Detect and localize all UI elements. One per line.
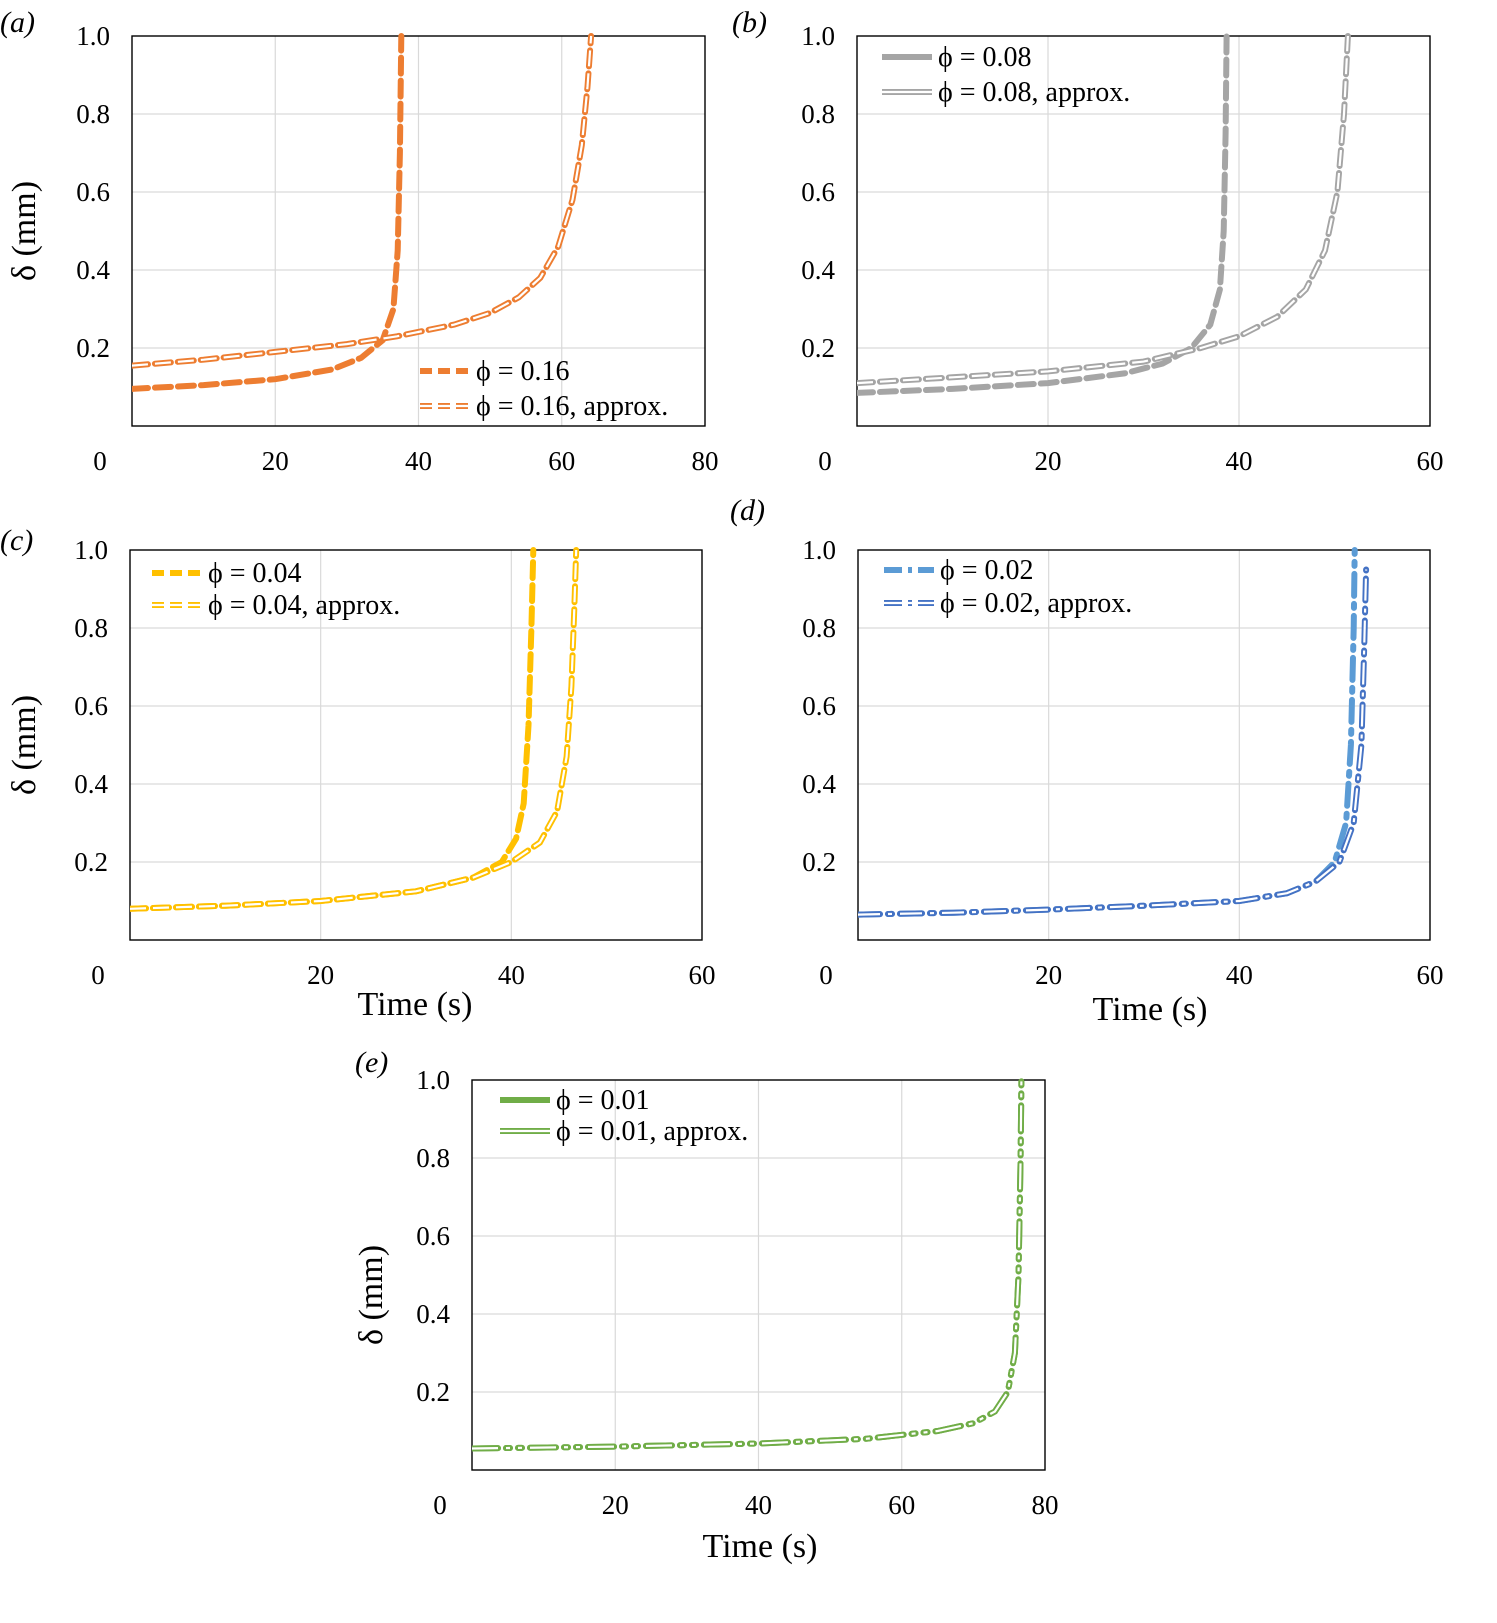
x-tick-label: 40 bbox=[405, 446, 432, 476]
y-tick-label: 0.8 bbox=[802, 613, 836, 643]
series-line-inner bbox=[857, 35, 1349, 385]
x-tick-label: 80 bbox=[1032, 1490, 1059, 1520]
y-tick-label: 0.2 bbox=[802, 847, 836, 877]
y-axis-label: δ (mm) bbox=[6, 695, 43, 795]
x-tick-label: 40 bbox=[1226, 446, 1253, 476]
x-tick-label: 0 bbox=[91, 960, 105, 990]
y-tick-label: 1.0 bbox=[74, 535, 108, 565]
y-tick-label: 0.6 bbox=[416, 1221, 450, 1251]
y-tick-label: 0.4 bbox=[416, 1299, 450, 1329]
panel-b: 0 20 40 60 0.2 0.4 0.6 0.8 1.0 ϕ = 0.08 ϕ = 0.08, … bbox=[732, 6, 1444, 476]
x-tick-label: 60 bbox=[548, 446, 575, 476]
x-tick-label: 60 bbox=[689, 960, 716, 990]
y-axis-label: δ (mm) bbox=[6, 181, 43, 281]
y-tick-label: 0.6 bbox=[76, 177, 110, 207]
series-line bbox=[132, 33, 405, 392]
y-tick-label: 0.2 bbox=[74, 847, 108, 877]
x-tick-label: 60 bbox=[1417, 960, 1444, 990]
legend-label: ϕ = 0.01, approx. bbox=[556, 1116, 748, 1147]
legend-label: ϕ = 0.16 bbox=[476, 356, 570, 387]
y-tick-label: 1.0 bbox=[416, 1065, 450, 1095]
series-line-inner bbox=[132, 35, 593, 367]
y-tick-label: 0.8 bbox=[74, 613, 108, 643]
panel-d: 0 20 40 60 0.2 0.4 0.6 0.8 1.0 ϕ = 0.02ϕ = 0.02, … bbox=[730, 494, 1444, 1028]
legend-label: ϕ = 0.02, approx. bbox=[940, 588, 1132, 619]
y-tick-label: 0.4 bbox=[802, 769, 836, 799]
y-tick-label: 0.2 bbox=[76, 333, 110, 363]
panel-label: (d) bbox=[730, 494, 765, 527]
x-axis-label: Time (s) bbox=[358, 986, 473, 1023]
x-tick-label: 40 bbox=[1226, 960, 1253, 990]
y-tick-label: 0.4 bbox=[76, 255, 110, 285]
y-tick-label: 0.8 bbox=[416, 1143, 450, 1173]
x-tick-label: 20 bbox=[1035, 960, 1062, 990]
legend-label: ϕ = 0.08 bbox=[938, 42, 1032, 73]
panel-label: (e) bbox=[355, 1046, 388, 1079]
panel-label: (a) bbox=[0, 6, 35, 39]
y-tick-label: 0.6 bbox=[801, 177, 835, 207]
panel-label: (b) bbox=[732, 6, 767, 39]
x-tick-label: 20 bbox=[262, 446, 289, 476]
panel-label: (c) bbox=[0, 524, 33, 557]
panel-c: 0 20 40 60 0.2 0.4 0.6 0.8 1.0 ϕ = 0.04ϕ = 0.04, … bbox=[0, 524, 716, 1023]
y-tick-label: 0.4 bbox=[801, 255, 835, 285]
y-tick-label: 0.6 bbox=[74, 691, 108, 721]
x-tick-label: 60 bbox=[1417, 446, 1444, 476]
legend-label: ϕ = 0.01 bbox=[556, 1085, 650, 1116]
x-axis-label: Time (s) bbox=[703, 1528, 818, 1565]
x-tick-label: 0 bbox=[819, 960, 833, 990]
x-tick-label: 20 bbox=[602, 1490, 629, 1520]
y-tick-label: 0.2 bbox=[416, 1377, 450, 1407]
panel-a: 0 20 40 60 80 0.2 0.4 0.6 0.8 1.0 ϕ = 0.16 ϕ = 0.16… bbox=[0, 6, 719, 476]
legend-label: ϕ = 0.16, approx. bbox=[476, 391, 668, 422]
x-tick-label: 40 bbox=[745, 1490, 772, 1520]
y-tick-label: 1.0 bbox=[76, 21, 110, 51]
x-tick-label: 80 bbox=[692, 446, 719, 476]
x-tick-label: 0 bbox=[433, 1490, 447, 1520]
legend-label: ϕ = 0.02 bbox=[940, 555, 1034, 586]
y-axis-label: δ (mm) bbox=[353, 1245, 390, 1345]
series-line bbox=[858, 566, 1370, 918]
legend-label: ϕ = 0.08, approx. bbox=[938, 77, 1130, 108]
y-tick-label: 0.6 bbox=[802, 691, 836, 721]
legend-label: ϕ = 0.04, approx. bbox=[208, 590, 400, 621]
x-tick-label: 20 bbox=[307, 960, 334, 990]
x-tick-label: 0 bbox=[818, 446, 832, 476]
series-line-inner bbox=[472, 1079, 1023, 1450]
plot-frame bbox=[471, 1079, 1046, 1471]
plot-frame bbox=[131, 35, 706, 427]
plot-frame bbox=[129, 549, 703, 941]
y-tick-label: 0.4 bbox=[74, 769, 108, 799]
panel-e: 0 20 40 60 80 0.2 0.4 0.6 0.8 1.0 ϕ = 0.01ϕ = 0.01… bbox=[353, 1046, 1059, 1565]
y-tick-label: 0.2 bbox=[801, 333, 835, 363]
x-tick-label: 0 bbox=[93, 446, 107, 476]
y-tick-label: 1.0 bbox=[801, 21, 835, 51]
x-axis-label: Time (s) bbox=[1093, 991, 1208, 1028]
series-line-inner bbox=[130, 549, 578, 910]
x-tick-label: 60 bbox=[888, 1490, 915, 1520]
plot-frame bbox=[857, 549, 1431, 941]
y-tick-label: 1.0 bbox=[802, 535, 836, 565]
x-tick-label: 20 bbox=[1035, 446, 1062, 476]
x-tick-label: 40 bbox=[498, 960, 525, 990]
plot-frame bbox=[856, 35, 1431, 427]
y-tick-label: 0.8 bbox=[801, 99, 835, 129]
series-line-inner bbox=[858, 569, 1368, 916]
series-line bbox=[132, 33, 595, 369]
legend-label: ϕ = 0.04 bbox=[208, 558, 302, 589]
y-tick-label: 0.8 bbox=[76, 99, 110, 129]
